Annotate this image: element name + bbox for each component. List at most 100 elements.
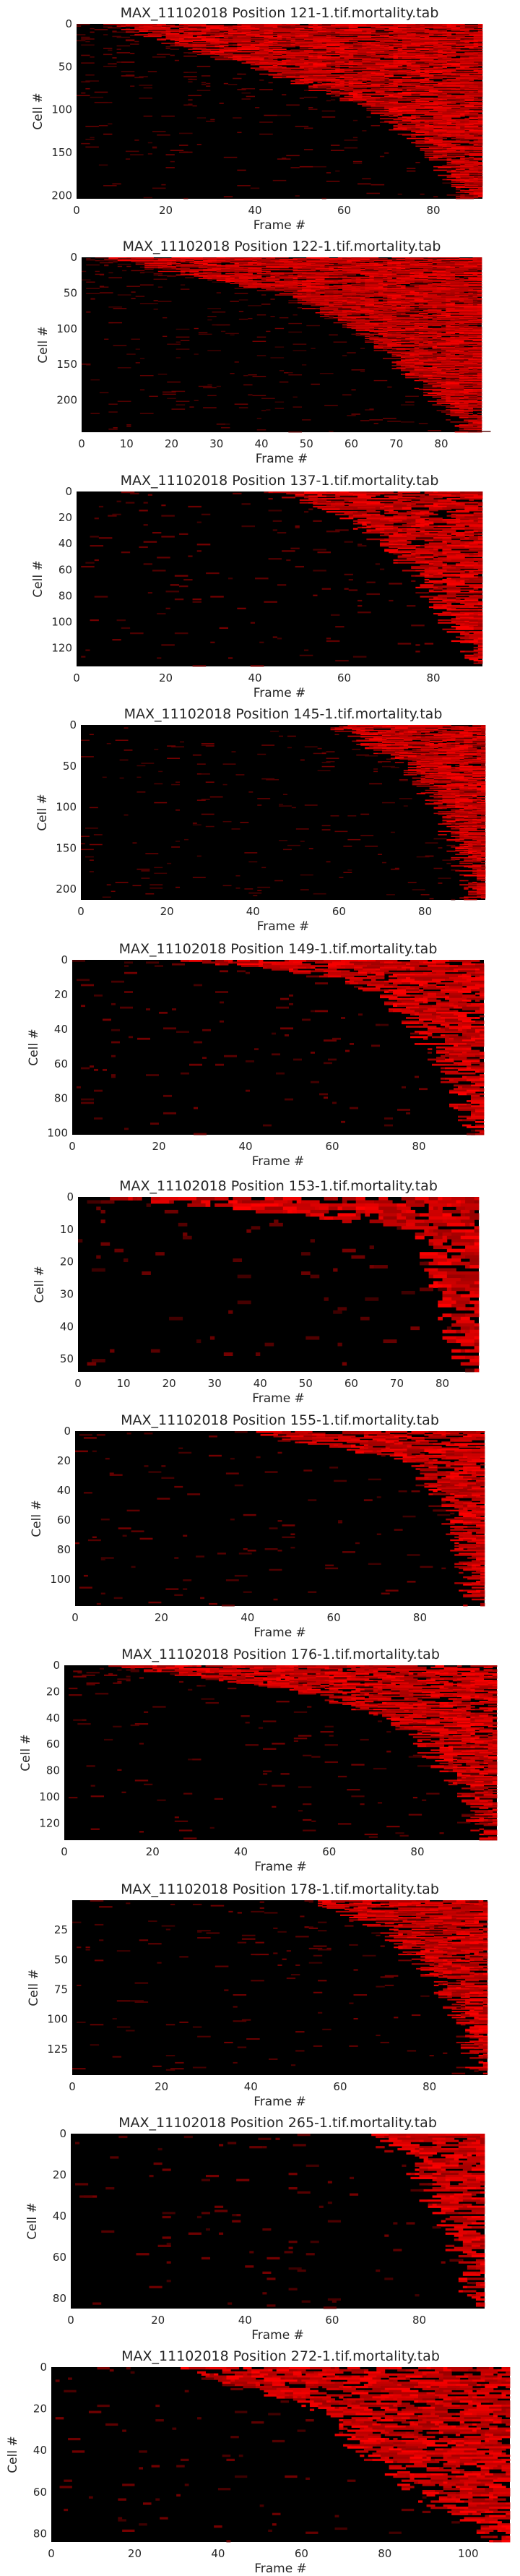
heatmap-panel-2: MAX_11102018 Position 122-1.tif.mortalit… <box>36 239 491 466</box>
heatmap-cell <box>438 123 456 125</box>
heatmap-cell <box>436 361 451 363</box>
heatmap-cell <box>366 43 376 45</box>
heatmap-cell <box>423 325 428 327</box>
heatmap-cell <box>459 312 478 314</box>
heatmap-cell <box>248 281 258 283</box>
heatmap-cell <box>393 44 407 46</box>
heatmap-cell <box>451 179 469 181</box>
heatmap-cell <box>410 316 428 317</box>
heatmap-cell <box>464 30 469 33</box>
heatmap-cell <box>324 257 329 259</box>
heatmap-cell <box>415 85 420 86</box>
heatmap-cell <box>264 30 274 31</box>
heatmap-cell <box>407 74 420 76</box>
heatmap-cell <box>352 25 371 27</box>
heatmap-cell <box>81 54 90 56</box>
heatmap-cell <box>464 67 483 69</box>
heatmap-cell <box>366 100 385 103</box>
heatmap-cell <box>286 70 296 72</box>
heatmap-cell <box>185 265 204 267</box>
heatmap-cell <box>117 265 123 267</box>
heatmap-cell <box>292 396 298 398</box>
heatmap-cell <box>396 276 402 278</box>
heatmap-cell <box>90 27 95 30</box>
heatmap-cell <box>389 91 394 93</box>
heatmap-cell <box>233 40 242 42</box>
heatmap-cell <box>329 313 343 314</box>
heatmap-cell <box>210 43 225 44</box>
heatmap-cell <box>378 265 384 267</box>
heatmap-cell <box>473 190 483 192</box>
heatmap-cell <box>454 288 469 290</box>
heatmap-cell <box>446 34 452 35</box>
heatmap-cell <box>352 119 358 121</box>
heatmap-cell <box>315 299 325 301</box>
heatmap-cell <box>393 58 412 60</box>
heatmap-cell <box>477 294 482 296</box>
heatmap-cell <box>313 166 326 168</box>
y-tick-label: 150 <box>51 146 72 159</box>
heatmap-cell <box>369 278 384 280</box>
heatmap-cell <box>277 61 282 62</box>
heatmap-cell <box>402 121 420 122</box>
heatmap-cell <box>370 77 385 79</box>
heatmap-cell <box>459 285 478 286</box>
heatmap-cell <box>329 303 347 304</box>
heatmap-cell <box>233 117 242 119</box>
heatmap-cell <box>415 161 420 163</box>
heatmap-cell <box>352 53 371 56</box>
heatmap-cell <box>348 82 363 84</box>
heatmap-cell <box>446 171 465 173</box>
heatmap-cell <box>464 307 478 309</box>
heatmap-cell <box>362 59 381 61</box>
heatmap-cell <box>424 138 434 140</box>
heatmap-cell <box>360 287 365 288</box>
heatmap-cell <box>455 35 474 37</box>
y-tick-label: 100 <box>51 103 72 116</box>
heatmap-cell <box>264 39 269 40</box>
heatmap-cell <box>297 259 307 261</box>
heatmap-cell <box>243 280 258 281</box>
heatmap-cell <box>460 126 465 127</box>
heatmap-cell <box>451 59 469 61</box>
heatmap-cell <box>442 48 461 50</box>
heatmap-cell <box>459 404 478 405</box>
heatmap-cell <box>165 33 180 35</box>
heatmap-cell <box>188 45 207 47</box>
heatmap-cell <box>432 299 446 301</box>
heatmap-cell <box>347 352 356 353</box>
heatmap-cell <box>369 257 379 259</box>
heatmap-cell <box>112 35 121 38</box>
heatmap-cell <box>103 133 113 135</box>
heatmap-cell <box>264 26 278 28</box>
heatmap-cell <box>259 40 278 42</box>
heatmap-cell <box>442 165 461 167</box>
heatmap-cell <box>407 86 425 88</box>
heatmap-cell <box>450 283 469 284</box>
heatmap-cell <box>299 51 309 53</box>
heatmap-cell <box>464 296 478 298</box>
heatmap-cell <box>366 103 376 105</box>
heatmap-cell <box>201 25 220 27</box>
heatmap-cell <box>355 304 370 306</box>
heatmap-cell <box>393 62 407 64</box>
heatmap-cell <box>428 139 443 141</box>
heatmap-cell <box>423 267 438 270</box>
heatmap-cell <box>464 171 479 173</box>
heatmap-cell <box>373 267 392 270</box>
heatmap-cell <box>268 62 282 64</box>
heatmap-cell <box>411 103 416 104</box>
heatmap-cell <box>477 133 483 135</box>
heatmap-cell <box>379 93 399 95</box>
heatmap-cell <box>369 275 374 278</box>
heatmap-cell <box>423 313 428 314</box>
heatmap-cell <box>424 119 443 121</box>
heatmap-cell <box>315 303 321 304</box>
heatmap-cell <box>477 195 483 197</box>
heatmap-cell <box>473 31 483 33</box>
heatmap-cell <box>423 317 433 319</box>
heatmap-cell <box>351 311 357 312</box>
heatmap-cell <box>424 30 438 33</box>
heatmap-cell <box>477 76 483 77</box>
heatmap-cell <box>196 29 211 30</box>
